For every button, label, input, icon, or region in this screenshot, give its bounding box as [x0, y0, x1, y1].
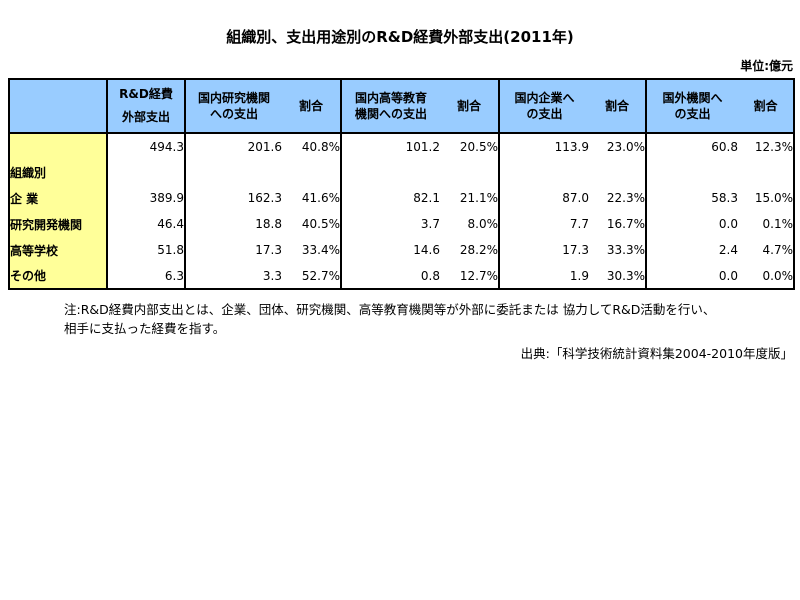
cell-value: 0.1%	[738, 211, 794, 237]
table-row-companies: 企 業 389.9 162.3 41.6% 82.1 21.1% 87.0 22…	[9, 185, 794, 211]
cell-value	[589, 159, 646, 185]
cell-value	[440, 159, 499, 185]
col-header-domestic-company-spend: 国内企業へ の支出	[498, 79, 589, 134]
unit-label: 単位:億元	[740, 59, 793, 73]
note-text: 注:R&D経費内部支出とは、企業、団体、研究機関、高等教育機関等が外部に委託また…	[64, 300, 715, 338]
corner-cell	[9, 79, 107, 134]
cell-value: 2.4	[645, 237, 738, 263]
cell-value: 40.8%	[282, 133, 341, 159]
cell-value: 82.1	[340, 185, 440, 211]
cell-value	[282, 159, 341, 185]
cell-value: 33.3%	[589, 237, 646, 263]
row-label: 企 業	[9, 185, 107, 211]
cell-value	[340, 159, 440, 185]
cell-value: 30.3%	[589, 263, 646, 289]
cell-value: 33.4%	[282, 237, 341, 263]
col-header-foreign-org-spend: 国外機関へ の支出	[645, 79, 738, 134]
cell-value	[184, 159, 282, 185]
cell-value: 18.8	[184, 211, 282, 237]
row-label: 高等学校	[9, 237, 107, 263]
cell-value	[738, 159, 794, 185]
cell-value: 17.3	[184, 237, 282, 263]
cell-value: 6.3	[106, 263, 185, 289]
cell-value: 87.0	[498, 185, 589, 211]
table-header-row: R&D経費 外部支出 国内研究機関 への支出 割合 国内高等教育 機関への支出 …	[9, 79, 794, 134]
note-line-2: 相手に支払った経費を指す。	[64, 321, 226, 336]
col-header-domestic-research-ratio: 割合	[282, 79, 341, 134]
table-row-research-institutes: 研究開発機関 46.4 18.8 40.5% 3.7 8.0% 7.7 16.7…	[9, 211, 794, 237]
col-header-higher-edu-ratio: 割合	[440, 79, 499, 134]
cell-value: 0.8	[340, 263, 440, 289]
cell-value	[498, 159, 589, 185]
cell-value: 20.5%	[440, 133, 499, 159]
cell-value: 0.0	[645, 211, 738, 237]
cell-value: 101.2	[340, 133, 440, 159]
cell-value: 389.9	[106, 185, 185, 211]
cell-value: 21.1%	[440, 185, 499, 211]
row-label: 研究開発機関	[9, 211, 107, 237]
cell-value: 52.7%	[282, 263, 341, 289]
cell-value: 51.8	[106, 237, 185, 263]
page-title: 組織別、支出用途別のR&D経費外部支出(2011年)	[226, 28, 574, 46]
rd-expenditure-table: R&D経費 外部支出 国内研究機関 への支出 割合 国内高等教育 機関への支出 …	[8, 78, 795, 290]
cell-value: 113.9	[498, 133, 589, 159]
cell-value: 16.7%	[589, 211, 646, 237]
cell-value: 14.6	[340, 237, 440, 263]
note-line-1: 注:R&D経費内部支出とは、企業、団体、研究機関、高等教育機関等が外部に委託また…	[64, 302, 716, 317]
cell-value: 3.3	[184, 263, 282, 289]
cell-value: 162.3	[184, 185, 282, 211]
col-header-domestic-research-spend: 国内研究機関 への支出	[184, 79, 282, 134]
cell-value: 23.0%	[589, 133, 646, 159]
col-header-rd-total: R&D経費 外部支出	[106, 79, 185, 134]
cell-value: 46.4	[106, 211, 185, 237]
cell-value: 0.0	[645, 263, 738, 289]
cell-value: 494.3	[106, 133, 185, 159]
cell-value	[106, 159, 185, 185]
cell-value	[645, 159, 738, 185]
table-row-others: その他 6.3 3.3 52.7% 0.8 12.7% 1.9 30.3% 0.…	[9, 263, 794, 289]
col-header-domestic-company-ratio: 割合	[589, 79, 646, 134]
cell-value: 40.5%	[282, 211, 341, 237]
cell-value: 28.2%	[440, 237, 499, 263]
cell-value: 12.7%	[440, 263, 499, 289]
cell-value: 4.7%	[738, 237, 794, 263]
source-citation: 出典:「科学技術統計資料集2004-2010年度版」	[520, 346, 793, 361]
cell-value: 0.0%	[738, 263, 794, 289]
row-label: その他	[9, 263, 107, 289]
cell-value: 201.6	[184, 133, 282, 159]
table-row-section-header: 組織別	[9, 159, 794, 185]
cell-value: 17.3	[498, 237, 589, 263]
cell-value: 41.6%	[282, 185, 341, 211]
table-row-total: 494.3 201.6 40.8% 101.2 20.5% 113.9 23.0…	[9, 133, 794, 159]
cell-value: 1.9	[498, 263, 589, 289]
cell-value: 22.3%	[589, 185, 646, 211]
table-row-higher-schools: 高等学校 51.8 17.3 33.4% 14.6 28.2% 17.3 33.…	[9, 237, 794, 263]
row-label: 組織別	[9, 159, 107, 185]
cell-value: 8.0%	[440, 211, 499, 237]
cell-value: 15.0%	[738, 185, 794, 211]
cell-value: 60.8	[645, 133, 738, 159]
col-header-higher-edu-spend: 国内高等教育 機関への支出	[340, 79, 440, 134]
col-header-foreign-org-ratio: 割合	[738, 79, 794, 134]
row-label	[9, 133, 107, 159]
cell-value: 3.7	[340, 211, 440, 237]
cell-value: 12.3%	[738, 133, 794, 159]
cell-value: 58.3	[645, 185, 738, 211]
cell-value: 7.7	[498, 211, 589, 237]
